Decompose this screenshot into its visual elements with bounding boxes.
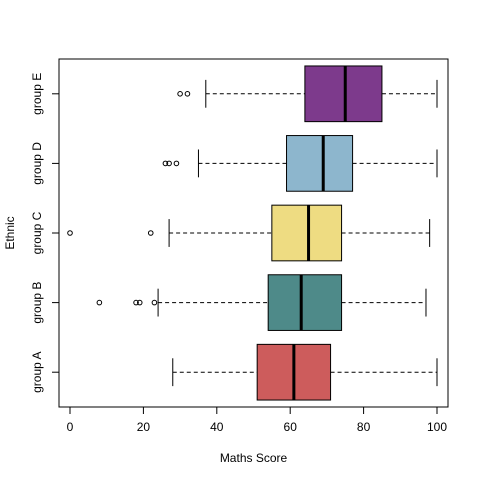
x-tick-label-100: 100 <box>427 420 447 434</box>
box-rect-group-e <box>304 65 383 123</box>
x-axis: 0 20 40 60 80 100 <box>67 406 447 434</box>
outlier-group-b-1 <box>133 299 139 306</box>
x-tick-label-0: 0 <box>67 420 74 434</box>
y-tick-label-group-c: group C <box>30 211 44 254</box>
y-tick-label-group-d: group D <box>30 142 44 185</box>
outlier-group-c-1 <box>147 230 154 236</box>
y-tick-label-group-b: group B <box>30 282 44 324</box>
x-tick-label-80: 80 <box>357 420 371 434</box>
box-group-b <box>96 274 427 331</box>
box-group-c <box>67 204 431 262</box>
x-tick-label-40: 40 <box>210 420 224 434</box>
box-group-a <box>172 343 438 401</box>
outlier-group-d-2 <box>173 160 180 167</box>
y-axis-label: Ethnic <box>3 216 17 249</box>
outlier-group-e-1 <box>184 91 191 97</box>
y-axis: group A group B group C group D group E <box>30 73 60 393</box>
outlier-group-d-1 <box>166 160 172 167</box>
y-tick-label-group-a: group A <box>30 352 44 393</box>
outlier-group-e-0 <box>177 91 183 97</box>
box-group-d <box>162 135 438 192</box>
boxes-layer <box>67 65 438 401</box>
box-rect-group-c <box>271 204 343 262</box>
y-tick-label-group-e: group E <box>30 73 44 115</box>
x-axis-label: Maths Score <box>220 451 288 465</box>
outlier-group-b-2 <box>136 299 143 306</box>
box-rect-group-b <box>267 274 343 331</box>
x-tick-label-60: 60 <box>284 420 298 434</box>
outlier-group-b-3 <box>151 299 158 306</box>
outlier-group-b-0 <box>96 299 103 306</box>
box-group-e <box>177 65 438 123</box>
outlier-group-c-0 <box>67 230 73 236</box>
box-rect-group-d <box>286 135 354 192</box>
x-tick-label-20: 20 <box>137 420 151 434</box>
outlier-group-d-0 <box>162 160 169 167</box>
